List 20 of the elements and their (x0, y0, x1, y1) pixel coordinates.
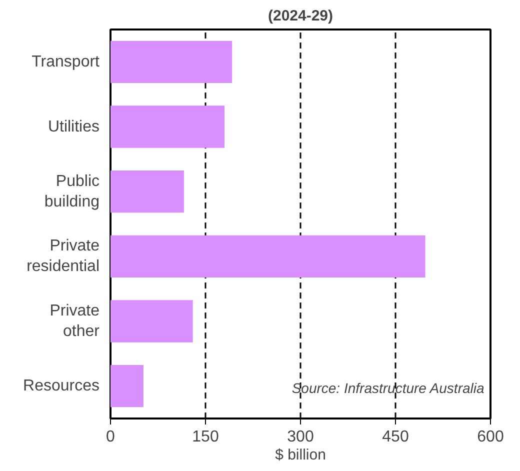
bar (110, 40, 232, 83)
y-tick-label: Private residential (26, 238, 100, 276)
y-tick-label: Public building (44, 172, 100, 210)
y-tick-label: Resources (23, 378, 100, 395)
y-tick-label: Private other (50, 302, 100, 340)
x-tick-label: 150 (192, 428, 219, 446)
bar (110, 300, 193, 342)
annotation: Source: Infrastructure Australia (292, 380, 484, 396)
x-tick-label: 450 (382, 428, 409, 446)
bar (110, 365, 144, 408)
bar (110, 170, 184, 213)
chart-title: (2024-29) (268, 8, 334, 24)
y-tick-label: Transport (32, 53, 100, 70)
x-tick-label: 0 (106, 428, 116, 446)
x-tick-label: 300 (287, 428, 314, 446)
bar (110, 106, 224, 148)
x-axis-title: $ billion (275, 446, 326, 464)
y-tick-label: Utilities (48, 118, 100, 136)
bar (110, 235, 426, 278)
x-tick-label: 600 (477, 428, 504, 446)
